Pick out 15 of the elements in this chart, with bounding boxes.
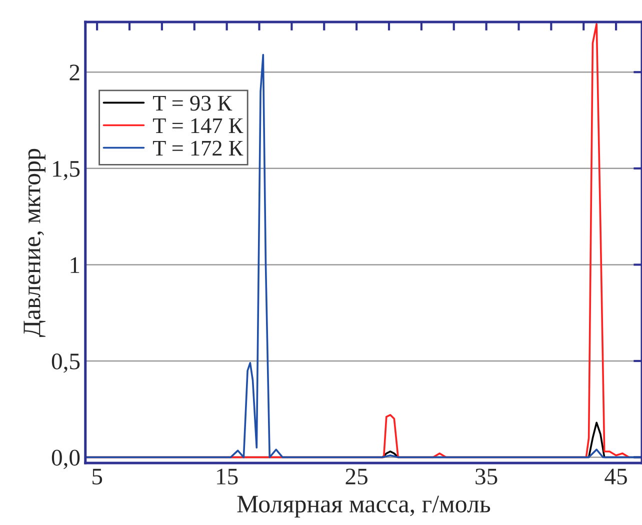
legend-label: T = 172 К xyxy=(153,140,244,156)
y-tick-label: 0,0 xyxy=(52,450,80,470)
y-tick-label: 1,5 xyxy=(53,161,80,180)
legend-label: T = 147 К xyxy=(153,118,244,133)
x-tick-label: 5 xyxy=(92,468,102,485)
y-axis-title: Давление, мкторр xyxy=(24,148,46,337)
x-tick-label: 45 xyxy=(604,468,627,485)
x-tick-label: 15 xyxy=(217,468,238,485)
x-axis-title: Молярная масса, г/моль xyxy=(237,496,490,518)
x-tick-label: 35 xyxy=(476,468,498,485)
x-tick-label: 25 xyxy=(346,468,368,485)
y-tick-label: 1 xyxy=(70,257,80,273)
y-tick-label: 2 xyxy=(70,64,80,80)
legend-label: T = 93 К xyxy=(153,96,232,111)
y-tick-label: 0,5 xyxy=(52,353,80,373)
